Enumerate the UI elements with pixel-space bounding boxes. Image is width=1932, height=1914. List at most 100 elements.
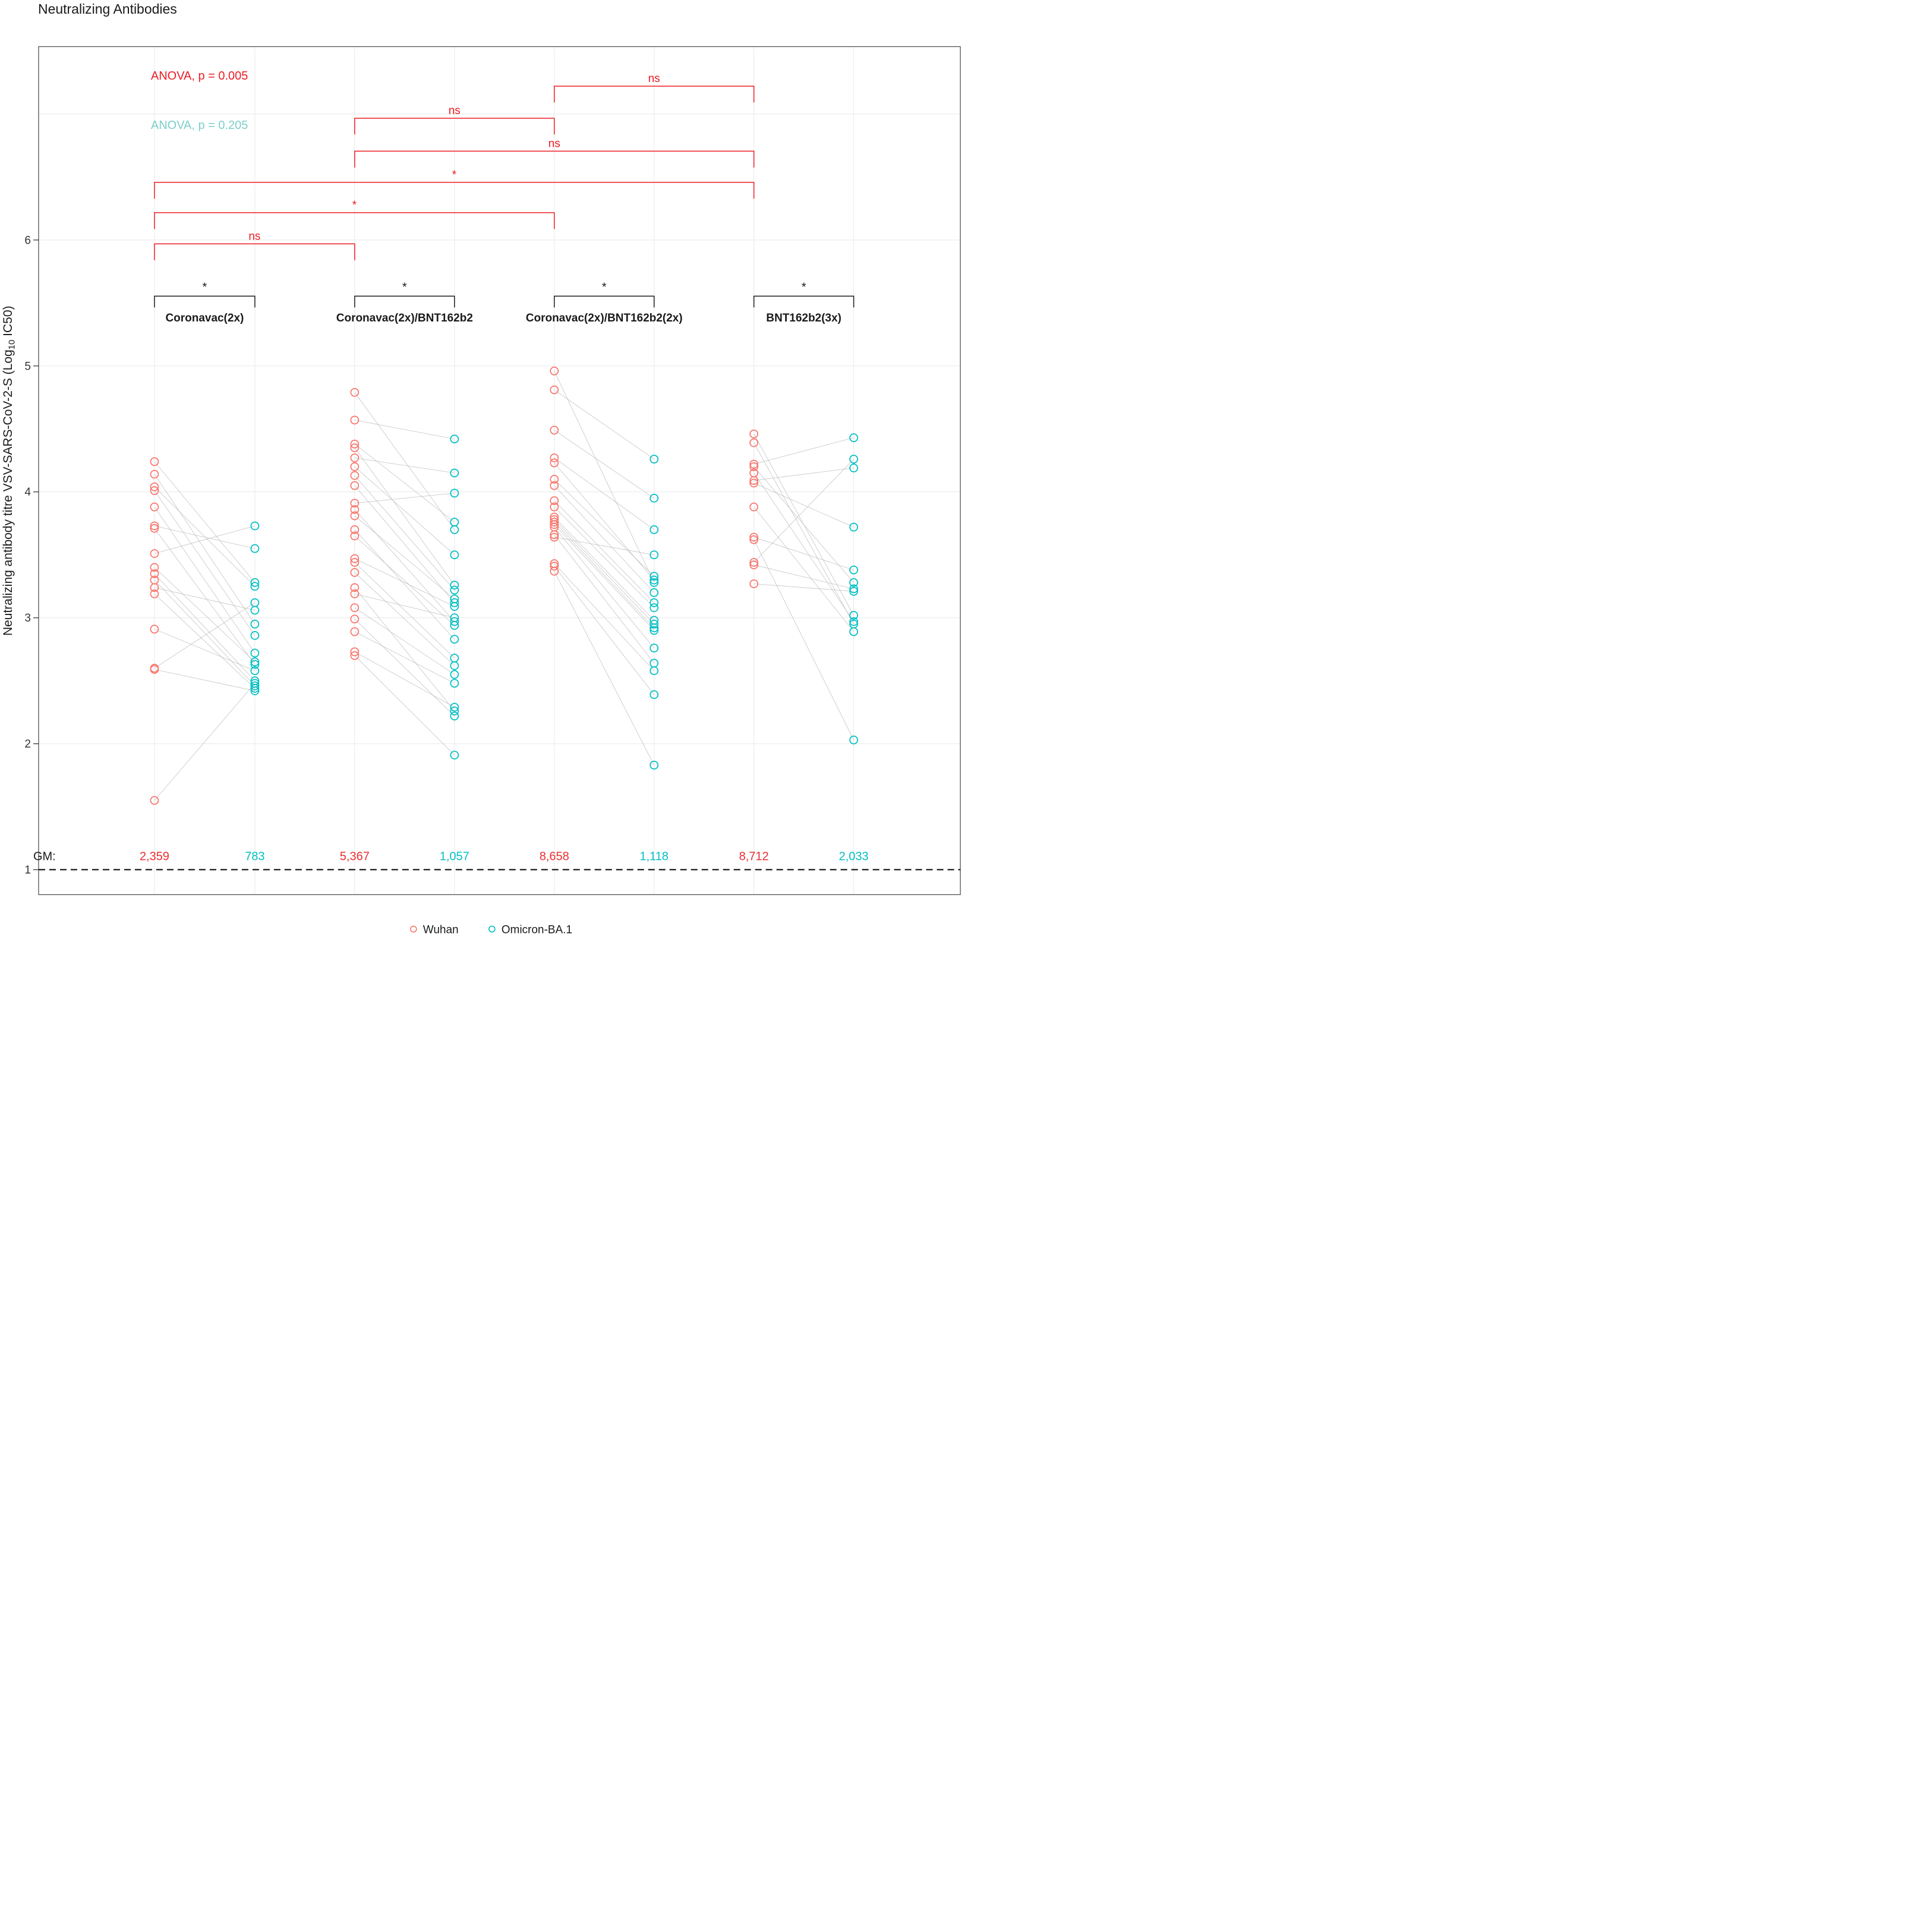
pair-line [354, 607, 455, 675]
data-point-omicron [450, 711, 459, 721]
anova-omicron-label: ANOVA, p = 0.205 [151, 119, 248, 132]
data-point-wuhan [550, 496, 559, 505]
data-point-wuhan [350, 531, 360, 541]
data-point-wuhan [749, 476, 758, 485]
pair-line [154, 594, 256, 689]
data-point-wuhan [350, 583, 360, 592]
pair-line [354, 485, 455, 603]
pair-line [554, 526, 655, 648]
y-tick-label-1: 1 [24, 864, 31, 876]
data-point-omicron [450, 613, 459, 623]
data-point-wuhan [350, 499, 360, 508]
data-point-omicron [450, 488, 459, 498]
data-point-omicron [250, 657, 260, 667]
data-point-omicron [849, 627, 858, 636]
between-group-bracket [154, 243, 355, 260]
data-point-wuhan [550, 385, 559, 395]
data-point-wuhan [150, 569, 159, 578]
between-group-significance-label: * [452, 169, 457, 181]
data-point-wuhan [150, 469, 159, 479]
between-group-bracket [553, 86, 755, 103]
data-point-wuhan [350, 481, 360, 490]
pair-line [354, 529, 455, 640]
data-point-wuhan [150, 563, 159, 572]
pair-line [754, 437, 854, 465]
gm-value-g4-wuhan: 8,712 [739, 850, 769, 863]
data-point-wuhan [150, 502, 159, 512]
gm-value-g4-omicron: 2,033 [839, 850, 869, 863]
group-label-coronavac2x-bnt162b2: Coronavac(2x)/BNT162b2 [336, 312, 473, 324]
data-point-wuhan [350, 453, 360, 462]
data-point-wuhan [749, 478, 758, 488]
gm-value-g1-wuhan: 2,359 [140, 850, 169, 863]
pair-line [154, 587, 255, 611]
pair-line [754, 483, 854, 528]
pair-line [754, 468, 854, 481]
data-points-layer [150, 366, 858, 805]
data-point-wuhan [550, 532, 559, 542]
gm-value-g2-wuhan: 5,367 [340, 850, 370, 863]
data-point-omicron [450, 598, 459, 607]
pair-line [354, 651, 455, 708]
pair-line [754, 506, 854, 632]
data-point-omicron [450, 581, 459, 589]
data-point-wuhan [350, 651, 360, 660]
data-point-wuhan [550, 481, 559, 490]
data-point-omicron [650, 623, 659, 633]
pair-line [754, 540, 854, 740]
within-group-significance-label: * [802, 280, 806, 294]
pair-line [554, 524, 654, 631]
data-point-omicron [450, 635, 459, 644]
data-point-omicron [250, 683, 260, 693]
data-point-wuhan [150, 625, 159, 634]
pair-line [554, 506, 654, 608]
pair-line [754, 584, 854, 592]
data-point-omicron [650, 588, 659, 597]
data-point-omicron [650, 598, 659, 607]
data-point-wuhan [350, 415, 360, 425]
data-point-omicron [650, 572, 659, 581]
data-point-omicron [650, 525, 659, 534]
y-tick-label-6: 6 [24, 234, 31, 247]
pair-line [354, 515, 455, 600]
data-point-wuhan [550, 366, 559, 376]
data-point-wuhan [749, 535, 758, 544]
pair-line [554, 500, 654, 603]
data-point-omicron [250, 679, 260, 688]
group-label-bnt162b2-3x: BNT162b2(3x) [766, 312, 841, 324]
data-point-omicron [450, 661, 459, 670]
data-point-wuhan [350, 387, 360, 397]
pair-line [354, 535, 455, 626]
data-point-wuhan [749, 429, 758, 439]
pair-line [554, 430, 654, 499]
pair-line [354, 493, 455, 504]
data-point-omicron [450, 468, 459, 478]
pair-line [354, 655, 455, 756]
pair-line [354, 420, 455, 440]
pair-line [554, 479, 654, 577]
pair-line [554, 571, 655, 765]
data-point-omicron [849, 587, 858, 596]
data-point-omicron [450, 602, 459, 611]
between-group-bracket [354, 118, 555, 135]
gm-value-g3-wuhan: 8,658 [540, 850, 569, 863]
pair-line [354, 572, 455, 666]
pair-line [354, 631, 455, 684]
data-point-omicron [650, 761, 659, 770]
data-point-omicron [650, 455, 659, 464]
legend-omicron-marker [488, 925, 496, 933]
group-label-coronavac2x-bnt162b2-2x: Coronavac(2x)/BNT162b2(2x) [526, 312, 683, 324]
y-tick-label-2: 2 [24, 738, 31, 751]
data-point-omicron [250, 598, 260, 607]
y-tick-label-5: 5 [24, 360, 31, 373]
data-point-omicron [450, 679, 459, 688]
pair-line [354, 475, 455, 591]
within-group-bracket [354, 295, 455, 308]
data-point-omicron [849, 455, 858, 464]
legend-wuhan-label: Wuhan [423, 924, 459, 936]
pair-line [754, 442, 854, 625]
pair-line [554, 537, 654, 556]
data-point-omicron [450, 617, 459, 626]
data-point-wuhan [150, 482, 159, 491]
pair-line [554, 516, 654, 621]
